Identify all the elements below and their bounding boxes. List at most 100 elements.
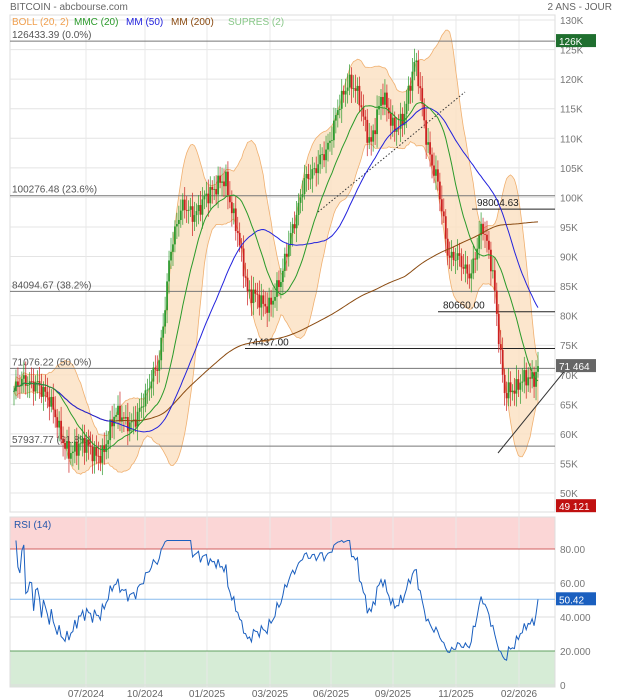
x-tick-label: 01/2025 bbox=[189, 689, 226, 700]
candle-body bbox=[452, 251, 455, 261]
y-tick-label: 80K bbox=[560, 312, 578, 323]
candle-body bbox=[433, 165, 435, 176]
candle-body bbox=[499, 344, 502, 350]
candle-body bbox=[268, 297, 271, 313]
fibonacci-label: 84094.67 (38.2%) bbox=[12, 280, 92, 291]
candle-body bbox=[132, 419, 135, 421]
candle-body bbox=[66, 440, 68, 449]
candle-body bbox=[203, 196, 206, 200]
candle-body bbox=[323, 154, 325, 161]
candle-body bbox=[338, 108, 341, 111]
candle-body bbox=[478, 235, 481, 249]
candle-body bbox=[321, 154, 324, 156]
candle-body bbox=[350, 74, 353, 89]
candle-body bbox=[95, 446, 98, 456]
x-tick-label: 09/2025 bbox=[375, 689, 412, 700]
candle-body bbox=[281, 270, 284, 282]
candle-body bbox=[48, 397, 51, 407]
candle-body bbox=[107, 440, 110, 445]
candle-body bbox=[497, 313, 500, 345]
candle-body bbox=[175, 224, 178, 227]
candle-body bbox=[525, 370, 528, 386]
candle-body bbox=[123, 417, 125, 419]
candle-body bbox=[89, 445, 92, 447]
candle-body bbox=[250, 289, 253, 304]
candle-body bbox=[40, 385, 43, 397]
candle-body bbox=[511, 390, 514, 393]
candle-body bbox=[260, 295, 263, 308]
candle-body bbox=[484, 234, 486, 235]
rsi-tick-label: 0 bbox=[560, 681, 566, 692]
period-label: 2 ANS - JOUR bbox=[547, 2, 612, 13]
candle-body bbox=[174, 226, 176, 245]
candle-body bbox=[93, 446, 96, 462]
candle-body bbox=[384, 92, 386, 105]
candle-body bbox=[242, 248, 245, 277]
candle-body bbox=[168, 260, 170, 282]
candle-body bbox=[352, 88, 355, 90]
candle-body bbox=[374, 130, 377, 135]
candle-body bbox=[42, 387, 45, 397]
candle-body bbox=[429, 142, 431, 155]
candle-body bbox=[305, 174, 308, 179]
candle-body bbox=[529, 377, 532, 379]
candle-body bbox=[111, 419, 114, 427]
candle-body bbox=[331, 140, 333, 142]
x-tick-label: 03/2025 bbox=[252, 689, 289, 700]
fibonacci-label: 100276.48 (23.6%) bbox=[12, 185, 97, 196]
candle-body bbox=[368, 137, 371, 143]
legend-item: MM (200) bbox=[171, 17, 214, 28]
candle-body bbox=[52, 396, 55, 410]
candle-body bbox=[152, 367, 155, 382]
candle-body bbox=[75, 441, 78, 456]
badge-last-bg bbox=[556, 359, 596, 373]
legend-item: MM (50) bbox=[126, 17, 163, 28]
rsi-oversold-zone bbox=[10, 651, 555, 687]
candle-body bbox=[354, 88, 357, 91]
candle-body bbox=[405, 103, 408, 114]
candle-body bbox=[440, 199, 443, 212]
candle-body bbox=[99, 456, 102, 463]
candle-body bbox=[58, 420, 61, 428]
candle-body bbox=[505, 393, 508, 399]
candle-body bbox=[303, 178, 306, 195]
candle-body bbox=[17, 381, 19, 386]
candle-body bbox=[407, 85, 410, 104]
candle-body bbox=[121, 417, 123, 422]
candle-body bbox=[293, 224, 296, 229]
candle-body bbox=[115, 414, 117, 417]
badge-high-bg bbox=[556, 34, 596, 48]
candle-body bbox=[85, 439, 88, 453]
candle-body bbox=[172, 244, 174, 252]
candle-body bbox=[415, 60, 418, 62]
candle-body bbox=[395, 128, 398, 132]
legend-item: BOLL (20, 2) bbox=[12, 17, 69, 28]
y-tick-label: 55K bbox=[560, 459, 578, 470]
rising-trend-line bbox=[497, 367, 568, 454]
candle-body bbox=[205, 193, 208, 197]
candle-body bbox=[185, 210, 188, 211]
candle-body bbox=[438, 181, 441, 200]
candle-body bbox=[283, 253, 286, 271]
candle-body bbox=[362, 107, 365, 117]
mmc20-line bbox=[13, 102, 539, 451]
candle-body bbox=[513, 390, 516, 394]
candle-body bbox=[464, 264, 467, 269]
candle-body bbox=[409, 85, 412, 91]
price-panel-frame bbox=[9, 14, 556, 513]
candle-body bbox=[199, 205, 202, 215]
candle-body bbox=[130, 420, 133, 423]
candle-body bbox=[380, 96, 382, 106]
candle-body bbox=[248, 289, 251, 292]
candle-body bbox=[83, 438, 86, 453]
candle-body bbox=[211, 187, 214, 190]
candle-body bbox=[264, 303, 267, 307]
y-tick-label: 100K bbox=[560, 193, 584, 204]
candle-body bbox=[201, 199, 204, 215]
candle-body bbox=[299, 197, 302, 203]
candle-body bbox=[442, 211, 445, 217]
candle-body bbox=[217, 175, 220, 195]
candle-body bbox=[166, 281, 168, 311]
candle-body bbox=[128, 422, 131, 432]
